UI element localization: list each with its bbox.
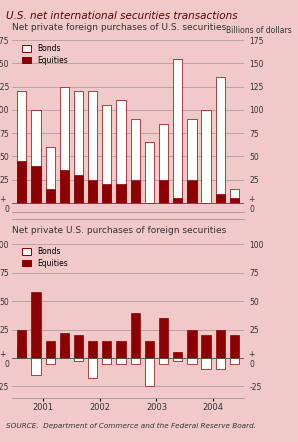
Bar: [117, 184, 126, 203]
Bar: [173, 59, 182, 203]
Bar: [102, 105, 111, 203]
Bar: [31, 110, 41, 203]
Bar: [31, 166, 41, 203]
Bar: [117, 341, 126, 358]
Bar: [17, 91, 27, 203]
Bar: [74, 335, 83, 358]
Bar: [131, 119, 140, 203]
Bar: [117, 358, 126, 364]
Bar: [216, 330, 225, 358]
Bar: [88, 341, 97, 358]
Bar: [46, 189, 55, 203]
Text: U.S. net international securities transactions: U.S. net international securities transa…: [6, 11, 238, 21]
Bar: [17, 330, 27, 358]
Bar: [216, 358, 225, 370]
Bar: [102, 358, 111, 364]
Bar: [173, 198, 182, 203]
Bar: [145, 341, 154, 358]
Bar: [60, 347, 69, 358]
Bar: [74, 91, 83, 203]
Bar: [216, 194, 225, 203]
Bar: [187, 179, 196, 203]
Bar: [46, 147, 55, 203]
Bar: [145, 358, 154, 386]
Bar: [88, 358, 97, 378]
Bar: [201, 358, 211, 370]
Bar: [88, 179, 97, 203]
Bar: [187, 330, 196, 358]
Text: Net private foreign purchases of U.S. securities: Net private foreign purchases of U.S. se…: [12, 23, 226, 32]
Bar: [60, 87, 69, 203]
Bar: [131, 312, 140, 358]
Bar: [102, 184, 111, 203]
Bar: [131, 358, 140, 364]
Bar: [230, 335, 239, 358]
Bar: [230, 198, 239, 203]
Bar: [159, 318, 168, 358]
Bar: [17, 161, 27, 203]
Bar: [159, 179, 168, 203]
Bar: [187, 119, 196, 203]
Bar: [60, 333, 69, 358]
Bar: [173, 358, 182, 362]
Bar: [173, 352, 182, 358]
Bar: [145, 142, 154, 203]
Bar: [31, 292, 41, 358]
Bar: [187, 358, 196, 364]
Bar: [31, 358, 41, 375]
Bar: [46, 341, 55, 358]
Bar: [46, 358, 55, 364]
Bar: [159, 124, 168, 203]
Bar: [17, 347, 27, 358]
Text: SOURCE.  Department of Commerce and the Federal Reserve Board.: SOURCE. Department of Commerce and the F…: [6, 423, 256, 429]
Bar: [74, 358, 83, 362]
Bar: [117, 100, 126, 203]
Bar: [60, 170, 69, 203]
Bar: [102, 341, 111, 358]
Bar: [131, 179, 140, 203]
Bar: [88, 91, 97, 203]
Text: Billions of dollars: Billions of dollars: [226, 26, 292, 34]
Bar: [201, 110, 211, 203]
Bar: [74, 175, 83, 203]
Bar: [230, 189, 239, 203]
Legend: Bonds, Equities: Bonds, Equities: [20, 43, 69, 66]
Bar: [230, 358, 239, 364]
Legend: Bonds, Equities: Bonds, Equities: [20, 246, 69, 269]
Bar: [216, 77, 225, 203]
Bar: [159, 358, 168, 364]
Text: Net private U.S. purchases of foreign securities: Net private U.S. purchases of foreign se…: [12, 226, 226, 235]
Bar: [201, 335, 211, 358]
